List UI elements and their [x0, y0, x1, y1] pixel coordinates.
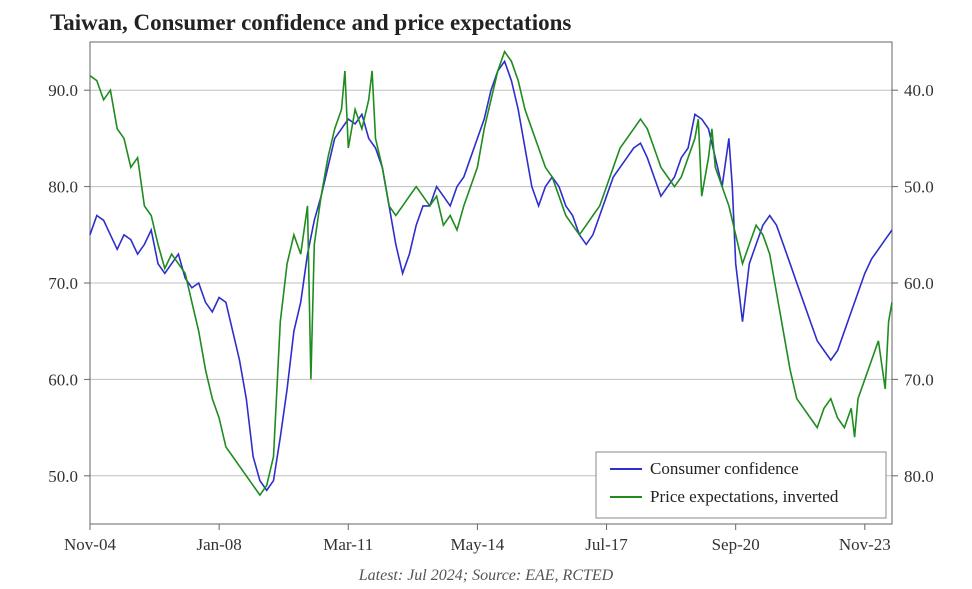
x-tick-label: Nov-23 [839, 535, 891, 554]
chart-container: Taiwan, Consumer confidence and price ex… [0, 0, 972, 589]
chart-svg: Taiwan, Consumer confidence and price ex… [0, 0, 972, 589]
y-right-label: 50.0 [904, 178, 934, 197]
y-left-label: 50.0 [48, 467, 78, 486]
x-tick-label: Nov-04 [64, 535, 116, 554]
x-tick-label: Mar-11 [323, 535, 373, 554]
y-left-label: 90.0 [48, 81, 78, 100]
x-tick-label: Jan-08 [196, 535, 241, 554]
legend-label: Price expectations, inverted [650, 487, 839, 506]
y-right-label: 40.0 [904, 81, 934, 100]
y-left-label: 80.0 [48, 178, 78, 197]
chart-title: Taiwan, Consumer confidence and price ex… [50, 10, 571, 35]
y-left-label: 60.0 [48, 370, 78, 389]
legend-label: Consumer confidence [650, 459, 799, 478]
chart-caption: Latest: Jul 2024; Source: EAE, RCTED [358, 567, 614, 584]
y-right-label: 80.0 [904, 467, 934, 486]
x-tick-label: Sep-20 [712, 535, 760, 554]
y-right-label: 70.0 [904, 370, 934, 389]
x-tick-label: Jul-17 [585, 535, 628, 554]
y-right-label: 60.0 [904, 274, 934, 293]
x-tick-label: May-14 [450, 535, 504, 554]
y-left-label: 70.0 [48, 274, 78, 293]
